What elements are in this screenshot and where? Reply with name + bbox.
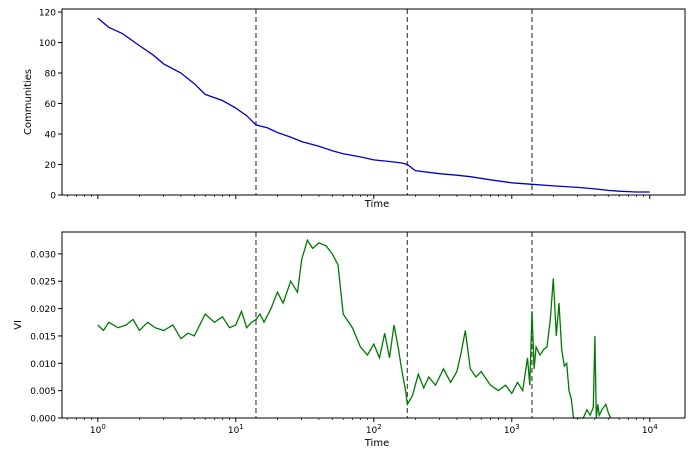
vi-y-tick-label-2: 0.010	[30, 360, 56, 370]
vi-x-tick-label-4: 104	[642, 423, 658, 436]
communities-y-axis-label: Communities	[23, 69, 34, 135]
vi-series-line	[97, 238, 612, 419]
communities-plot-area	[62, 9, 685, 195]
vi-y-tick-label-5: 0.025	[30, 278, 56, 288]
communities-x-axis-ticks	[66, 195, 651, 199]
vi-y-tick-label-1: 0.005	[30, 387, 56, 397]
communities-series-line	[97, 17, 650, 193]
vi-x-axis-label: Time	[364, 438, 389, 449]
vi-y-axis-label: VI	[13, 320, 24, 330]
vi-y-axis-ticks: 0.000 0.005 0.010 0.015 0.020 0.025 0.030	[30, 250, 62, 425]
vi-y-tick-label-0: 0.000	[30, 415, 56, 425]
communities-y-tick-label-2: 40	[45, 131, 57, 141]
vi-y-tick-label-4: 0.020	[30, 305, 56, 315]
vi-x-tick-label-3: 103	[504, 423, 520, 436]
communities-x-axis-label: Time	[364, 199, 389, 210]
vi-x-tick-label-0: 100	[90, 423, 106, 436]
communities-y-tick-label-3: 60	[45, 100, 57, 110]
vi-x-axis-ticks: 100 101 102 103 104	[66, 418, 658, 436]
communities-y-tick-label-5: 100	[39, 39, 56, 49]
communities-y-tick-label-0: 0	[50, 192, 56, 202]
communities-panel: 0 20 40 60 80 100 120 Time Communities	[23, 8, 686, 210]
vi-x-tick-label-1: 101	[228, 423, 244, 436]
communities-y-axis-ticks: 0 20 40 60 80 100 120	[39, 9, 62, 202]
communities-y-tick-label-4: 80	[45, 70, 57, 80]
vi-y-tick-label-3: 0.015	[30, 332, 56, 342]
communities-y-tick-label-1: 20	[45, 161, 57, 171]
vi-y-tick-label-6: 0.030	[30, 250, 56, 260]
vi-x-tick-label-2: 102	[366, 423, 382, 436]
vi-plot-area	[62, 232, 685, 418]
communities-y-tick-label-6: 120	[39, 9, 56, 19]
